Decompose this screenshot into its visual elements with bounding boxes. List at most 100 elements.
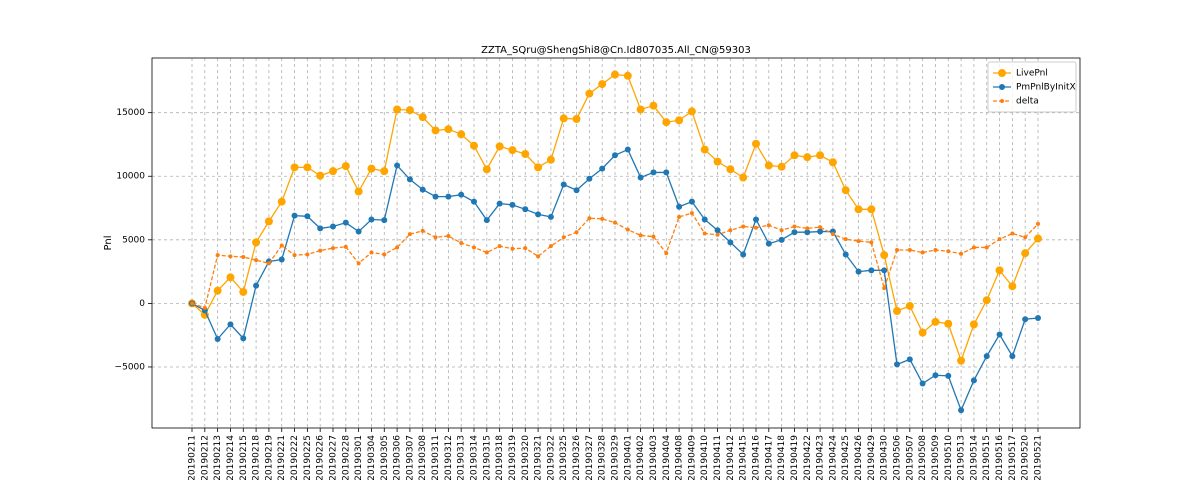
data-point: [227, 321, 234, 328]
plot-frame: [151, 57, 1081, 429]
data-point: [419, 186, 426, 193]
data-point: [484, 250, 489, 255]
data-point: [1034, 234, 1042, 243]
data-point: [470, 141, 478, 150]
x-tick-label: 20190416: [752, 435, 762, 480]
data-point: [560, 181, 567, 188]
data-point: [944, 319, 953, 328]
data-point: [636, 105, 645, 114]
data-point: [624, 146, 631, 153]
data-point: [971, 245, 976, 250]
data-point: [766, 223, 771, 228]
x-tick-label: 20190410: [700, 435, 710, 480]
data-point: [509, 201, 516, 208]
data-point: [316, 171, 325, 180]
data-point: [598, 80, 607, 89]
data-point: [277, 197, 286, 206]
x-tick-label: 20190425: [841, 435, 851, 480]
x-tick-label: 20190218: [252, 435, 262, 480]
x-tick-label: 20190326: [572, 435, 582, 480]
x-tick-label: 20190318: [495, 435, 505, 480]
data-point: [202, 305, 207, 310]
x-tick-label: 20190415: [739, 435, 749, 480]
data-point: [343, 244, 348, 249]
data-point: [778, 236, 785, 243]
y-tick-label: 5000: [122, 235, 145, 245]
data-point: [726, 165, 735, 174]
data-point: [496, 200, 503, 207]
data-point: [1035, 315, 1041, 322]
data-point: [855, 268, 862, 275]
data-point: [573, 187, 580, 194]
data-point: [700, 145, 709, 154]
y-tick-label: −5000: [115, 362, 146, 372]
data-point: [521, 149, 530, 158]
data-point: [804, 229, 811, 236]
data-point: [995, 266, 1004, 275]
data-point: [676, 203, 683, 210]
x-tick-label: 20190429: [867, 435, 877, 480]
data-point: [649, 101, 658, 110]
data-point: [842, 251, 849, 258]
data-point: [765, 240, 772, 247]
data-point: [483, 217, 490, 224]
data-point: [790, 151, 799, 160]
data-point: [957, 356, 966, 365]
data-point: [305, 252, 310, 257]
data-point: [882, 286, 887, 291]
data-point: [650, 169, 657, 176]
data-point: [431, 126, 440, 135]
data-point: [381, 217, 388, 224]
x-tick-label: 20190221: [277, 435, 287, 480]
x-tick-label: 20190328: [598, 435, 608, 480]
data-point: [304, 213, 311, 220]
data-point: [600, 216, 605, 221]
data-point: [969, 320, 978, 329]
data-point: [395, 245, 400, 250]
data-point: [739, 173, 748, 182]
data-point: [792, 224, 797, 229]
data-point: [612, 152, 618, 159]
data-point: [777, 162, 786, 171]
data-point: [970, 377, 977, 384]
data-point: [354, 187, 363, 196]
data-point: [599, 165, 606, 172]
data-point: [572, 115, 581, 124]
y-tick-label: 15000: [116, 108, 145, 118]
data-point: [714, 227, 721, 234]
chart-title: ZZTA_SQru@ShengShi8@Cn.Id807035.All_CN@5…: [481, 45, 751, 56]
data-point: [1036, 221, 1040, 226]
data-point: [547, 213, 554, 220]
data-point: [677, 214, 682, 219]
data-point: [341, 162, 350, 171]
x-tick-label: 20190403: [649, 435, 659, 480]
data-point: [803, 153, 812, 162]
data-point: [405, 106, 414, 115]
data-point: [303, 163, 312, 172]
data-point: [869, 240, 874, 245]
data-point: [728, 228, 733, 233]
data-point: [406, 176, 413, 183]
data-point: [534, 163, 543, 172]
data-point: [522, 206, 529, 213]
x-tick-label: 20190508: [918, 435, 928, 480]
legend-label: delta: [1016, 97, 1039, 107]
data-point: [446, 234, 451, 239]
data-point: [919, 380, 926, 387]
x-tick-label: 20190214: [226, 435, 236, 480]
x-tick-label: 20190322: [546, 435, 556, 480]
data-point: [508, 146, 517, 155]
x-tick-label: 20190409: [687, 435, 697, 480]
data-point: [663, 169, 670, 176]
x-tick-label: 20190513: [957, 435, 967, 480]
x-tick-label: 20190301: [354, 435, 364, 480]
data-point: [688, 198, 695, 205]
legend-box: [987, 61, 1077, 113]
data-point: [830, 232, 835, 237]
data-point: [1022, 316, 1029, 323]
data-point: [1023, 235, 1028, 240]
data-point: [420, 228, 425, 233]
legend-marker: [999, 84, 1005, 90]
data-point: [687, 107, 696, 116]
x-tick-label: 20190312: [444, 435, 454, 480]
